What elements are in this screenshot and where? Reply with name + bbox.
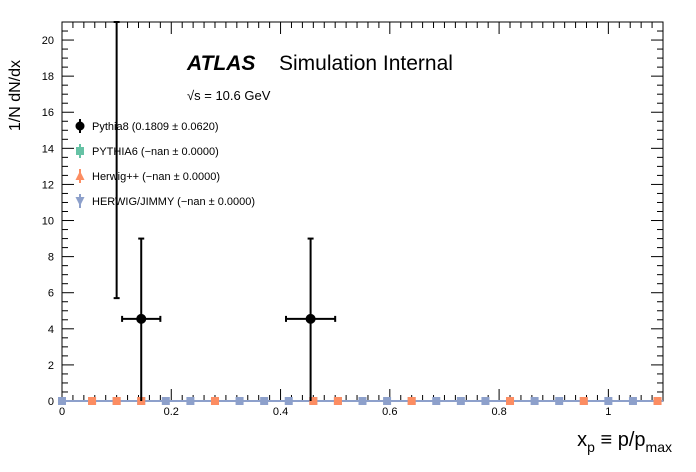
y-tick-label: 6 [48,288,54,300]
x-tick-label: 1 [605,406,611,418]
x-tick-label: 0.6 [382,406,397,418]
marker-herwig-pp [88,397,97,405]
x-tick-label: 0 [59,406,65,418]
marker-herwig-jimmy [235,397,244,405]
legend-marker-triangle-up [75,171,85,180]
legend-label: Herwig++ (−nan ± 0.0000) [92,171,220,183]
energy-label: √s = 10.6 GeV [187,88,271,103]
legend-label: HERWIG/JIMMY (−nan ± 0.0000) [92,196,255,208]
legend: Pythia8 (0.1809 ± 0.0620) PYTHIA6 (−nan ±… [75,119,255,208]
plot-frame [61,21,664,402]
marker-herwig-jimmy [481,397,490,405]
marker-herwig-jimmy [456,397,465,405]
marker-herwig-jimmy [604,397,613,405]
marker-herwig-jimmy [186,397,195,405]
x-tick-label: 0.4 [273,406,288,418]
marker-herwig-jimmy [358,397,367,405]
legend-label: PYTHIA6 (−nan ± 0.0000) [92,146,219,158]
y-tick-label: 10 [42,216,54,228]
marker-herwig-pp [579,397,588,405]
marker-herwig-jimmy [58,397,66,405]
y-axis-title: 1/N dN/dx [7,60,24,131]
marker-herwig-pp [506,397,515,405]
legend-label: Pythia8 (0.1809 ± 0.0620) [92,121,219,133]
atlas-label: ATLAS [186,52,255,75]
marker-herwig-jimmy [530,397,539,405]
y-tick-label: 14 [42,143,54,155]
atlas-sublabel: Simulation Internal [279,52,453,75]
x-tick-label: 0.8 [491,406,506,418]
marker-herwig-jimmy [432,397,441,405]
y-tick-label: 8 [48,252,54,264]
pythia8-point [136,313,147,324]
legend-marker-circle [75,121,85,131]
x-axis-ticks: 0 0.2 0.4 0.6 0.8 1 [59,22,664,418]
y-axis-ticks: 0 2 4 6 8 10 12 14 16 18 20 [42,21,663,408]
marker-herwig-pp [210,397,219,405]
y-tick-label: 16 [42,107,54,119]
marker-herwig-jimmy [161,397,170,405]
marker-herwig-pp [653,397,662,405]
marker-herwig-pp [112,397,121,405]
marker-herwig-pp [333,397,342,405]
y-tick-label: 4 [48,324,54,336]
y-tick-label: 2 [48,360,54,372]
data-marks [58,21,663,405]
marker-herwig-jimmy [628,397,637,405]
marker-herwig-jimmy [260,397,269,405]
legend-marker-triangle-down [75,197,85,206]
pythia8-point [305,313,316,324]
legend-marker-square [76,147,84,155]
x-tick-label: 0.2 [164,406,179,418]
plot-frame-rect [61,21,664,402]
y-tick-label: 12 [42,179,54,191]
marker-herwig-jimmy [284,397,293,405]
y-tick-label: 18 [42,71,54,83]
marker-herwig-jimmy [555,397,564,405]
marker-herwig-pp [309,397,318,405]
x-axis-title: xp ≡ p/pmax [577,429,672,455]
marker-herwig-pp [407,397,416,405]
marker-herwig-jimmy [383,397,392,405]
y-tick-label: 0 [48,396,54,408]
y-tick-label: 20 [42,35,54,47]
